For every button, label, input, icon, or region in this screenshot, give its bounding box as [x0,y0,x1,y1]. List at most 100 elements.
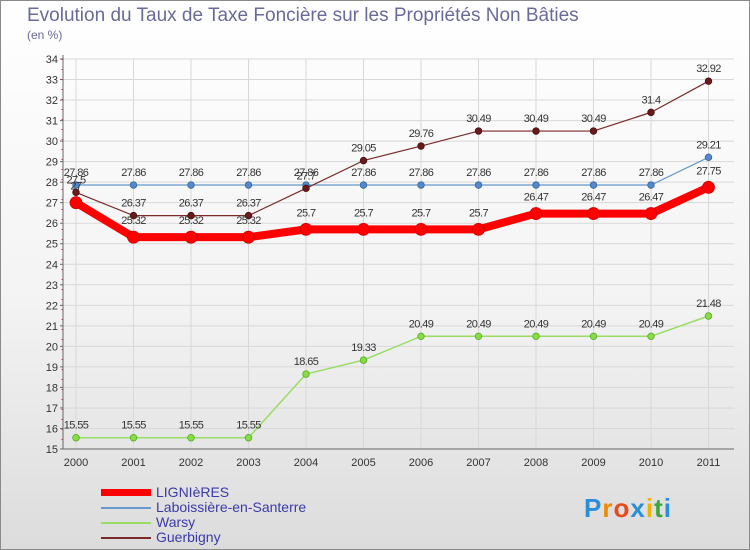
legend-item-guerbigny: Guerbigny [101,529,361,545]
point-guerbigny-2007 [474,127,483,135]
point-warsy-2010 [647,332,655,341]
point-guerbigny-2004 [302,184,310,193]
y-tick-label-21: 21 [46,321,58,333]
point-warsy-2002 [187,434,195,442]
data-label-guerbigny-2009: 30.49 [581,113,606,125]
brand-logo-i2: i [663,493,672,523]
x-axis-ticks: 2000 2001 2002 2003 2004 2005 2006 2007 2008 2009… [64,457,721,469]
data-label-lignieres-2007: 25.7 [469,207,488,219]
series-line-warsy [75,315,710,439]
x-tick-label-2003: 2003 [236,457,260,469]
data-label-laboissiere-en-santerre-2001: 27.86 [121,167,146,179]
point-lignieres-2004 [299,222,313,236]
point-warsy-2000 [72,434,80,442]
brand-logo: Proxiti [584,493,672,524]
y-tick-label-15: 15 [46,444,58,456]
data-label-laboissiere-en-santerre-2010: 27.86 [639,167,664,179]
point-lignieres-2006 [414,222,428,236]
data-label-guerbigny-2000: 27.5 [66,174,85,186]
data-label-warsy-2002: 15.55 [179,420,204,432]
point-laboissiere-en-santerre-2007 [474,181,483,189]
point-guerbigny-2001 [129,211,138,220]
data-labels: 27 25.32 25.32 25.32 25.7 25.7 25.7 25.7 26.47 26… [64,63,722,432]
y-tick-label-25: 25 [46,239,58,251]
point-warsy-2006 [417,332,425,341]
point-warsy-2001 [129,434,138,442]
data-label-lignieres-2000: 27 [70,181,82,193]
chart-subtitle: (en %) [27,28,63,42]
series-warsy [72,312,713,442]
y-tick-label-33: 33 [46,75,58,87]
data-label-warsy-2011: 21.48 [696,298,721,310]
point-lignieres-2009 [587,207,600,220]
point-warsy-2008 [532,332,540,341]
data-label-laboissiere-en-santerre-2000: 27.86 [64,167,89,179]
y-tick-label-32: 32 [46,95,58,107]
point-laboissiere-en-santerre-2011 [704,153,713,162]
data-label-warsy-2001: 15.55 [121,420,146,432]
point-laboissiere-en-santerre-2001 [129,181,138,189]
point-warsy-2004 [302,370,310,378]
y-tick-label-30: 30 [46,136,58,148]
data-label-guerbigny-2003: 26.37 [236,198,261,210]
data-label-lignieres-2003: 25.32 [236,215,261,227]
point-laboissiere-en-santerre-2006 [417,181,425,189]
data-label-lignieres-2004: 25.7 [296,207,315,219]
data-label-warsy-2008: 20.49 [524,318,549,330]
point-laboissiere-en-santerre-2008 [532,181,540,189]
x-tick-label-2000: 2000 [64,457,88,469]
point-lignieres-2010 [644,207,658,220]
data-label-lignieres-2001: 25.32 [121,215,146,227]
y-tick-label-17: 17 [46,403,58,415]
data-label-laboissiere-en-santerre-2002: 27.86 [179,167,204,179]
brand-logo-r: r [602,493,614,523]
data-label-warsy-2000: 15.55 [64,420,89,432]
brand-logo-t: t [654,493,664,523]
series-laboissiere-en-santerre [72,153,713,189]
legend-label-lignieres: LIGNIèRES [156,484,230,500]
point-warsy-2007 [474,332,483,341]
data-label-laboissiere-en-santerre-2007: 27.86 [466,167,491,179]
brand-logo-p: P [584,493,603,523]
data-label-lignieres-2005: 25.7 [354,207,373,219]
legend-swatch-warsy [101,522,151,524]
legend-swatch-lignieres [101,489,151,496]
series-lignieres [69,180,715,244]
y-tick-label-23: 23 [46,280,58,292]
brand-logo-x: x [630,493,646,523]
point-warsy-2003 [244,434,253,442]
grid-lines [63,58,734,450]
point-lignieres-2003 [242,230,255,244]
y-tick-label-29: 29 [46,157,58,169]
data-label-lignieres-2009: 26.47 [581,192,606,204]
data-label-laboissiere-en-santerre-2011: 29.21 [696,139,721,151]
brand-logo-o: o [613,493,631,523]
point-lignieres-2007 [472,222,485,236]
point-laboissiere-en-santerre-2010 [647,181,655,189]
point-guerbigny-2005 [359,156,368,165]
point-lignieres-2011 [702,180,715,194]
x-tick-label-2010: 2010 [639,457,663,469]
data-label-laboissiere-en-santerre-2009: 27.86 [581,167,606,179]
data-label-laboissiere-en-santerre-2008: 27.86 [524,167,549,179]
data-label-warsy-2007: 20.49 [466,318,491,330]
point-guerbigny-2006 [417,142,425,150]
point-warsy-2009 [589,332,598,341]
legend-swatch-guerbigny [101,537,151,539]
point-guerbigny-2009 [589,127,598,135]
data-label-lignieres-2008: 26.47 [524,192,549,204]
legend-item-lignieres: LIGNIèRES [101,484,361,500]
x-tick-label-2002: 2002 [179,457,203,469]
data-label-guerbigny-2004: 27.7 [296,170,315,182]
point-guerbigny-2002 [187,211,195,220]
legend-label-warsy: Warsy [156,514,196,530]
y-tick-label-16: 16 [46,423,58,435]
point-laboissiere-en-santerre-2009 [589,181,598,189]
x-tick-label-2005: 2005 [351,457,375,469]
data-label-warsy-2005: 19.33 [351,342,376,354]
x-tick-label-2006: 2006 [409,457,433,469]
data-label-laboissiere-en-santerre-2005: 27.86 [351,167,376,179]
point-laboissiere-en-santerre-2003 [244,181,253,189]
data-label-laboissiere-en-santerre-2006: 27.86 [409,167,434,179]
data-label-lignieres-2002: 25.32 [179,215,204,227]
